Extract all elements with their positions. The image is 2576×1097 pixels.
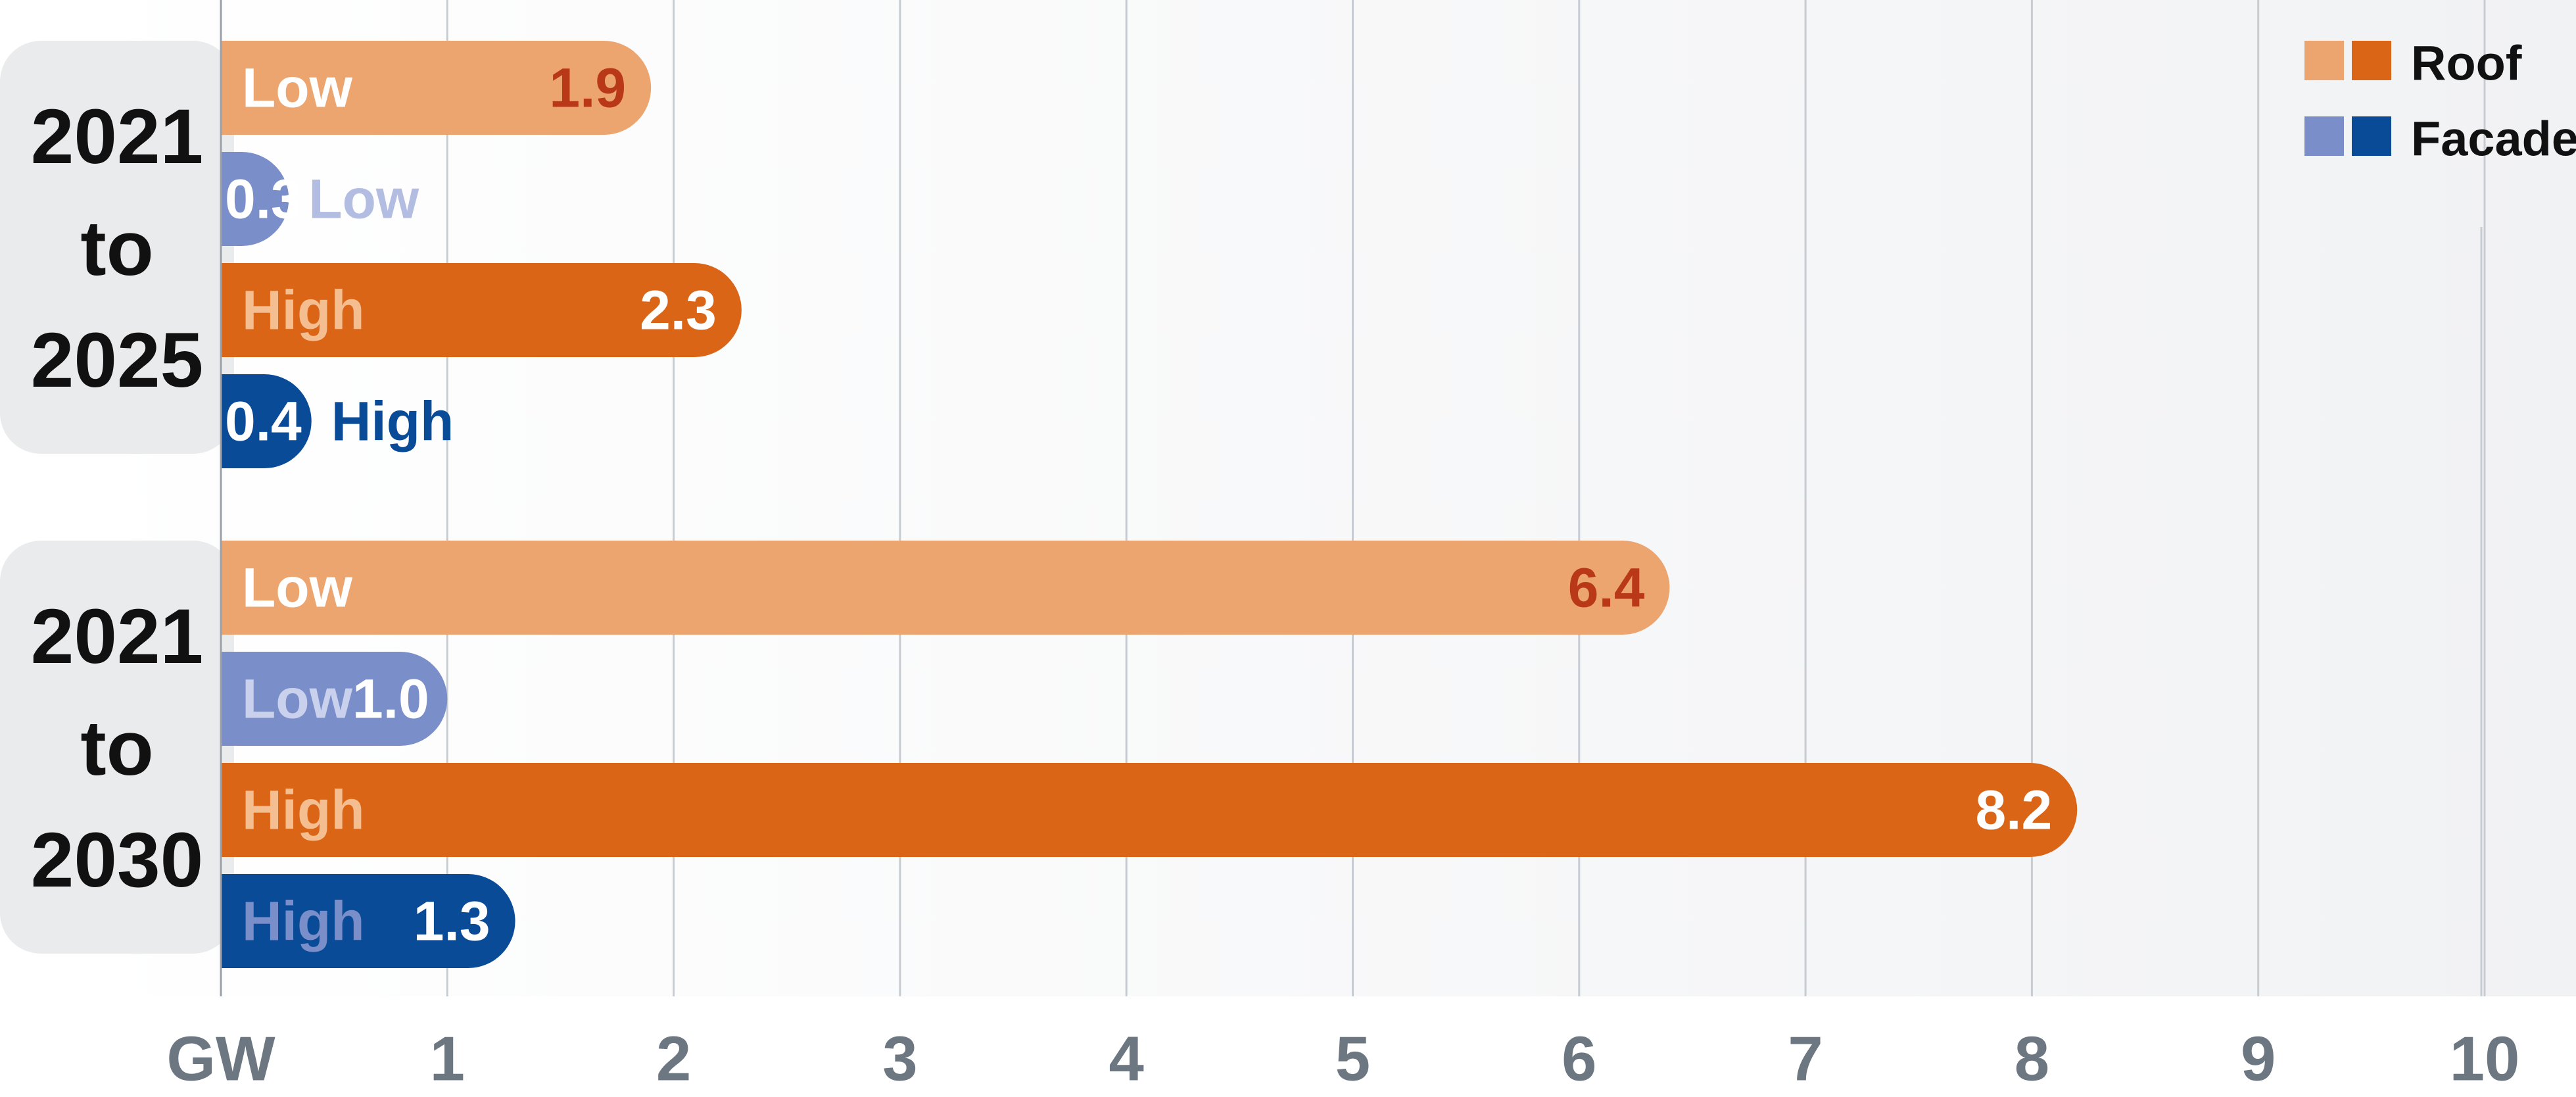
group-label-line-1: 2021 bbox=[31, 93, 204, 180]
group-label: 2021 to 2030 bbox=[31, 593, 204, 904]
group-label-line-3: 2030 bbox=[31, 817, 204, 904]
x-tick-label-1: 1 bbox=[430, 1024, 465, 1094]
x-tick-label-7: 7 bbox=[1788, 1024, 1823, 1094]
group-label-line-1: 2021 bbox=[31, 593, 204, 680]
legend-swatch-roof-low bbox=[2304, 41, 2344, 80]
bar-scenario-label: High bbox=[242, 890, 365, 952]
group-background bbox=[0, 541, 234, 954]
group-label-line-2: to bbox=[80, 205, 153, 292]
x-tick-label-6: 6 bbox=[1562, 1024, 1596, 1094]
bar-value-label: 0.3 bbox=[225, 168, 302, 230]
bar-value-label: 8.2 bbox=[1975, 779, 2052, 841]
bar-facade-low bbox=[221, 652, 448, 746]
legend-swatch-facade-low bbox=[2304, 116, 2344, 156]
legend-label-roof: Roof bbox=[2411, 36, 2522, 91]
x-tick-label-4: 4 bbox=[1109, 1024, 1144, 1094]
bar-facade-high bbox=[221, 874, 515, 968]
x-tick-label-10: 10 bbox=[2450, 1024, 2520, 1094]
bar-scenario-label: Low bbox=[308, 168, 419, 230]
x-tick-label-3: 3 bbox=[882, 1024, 917, 1094]
bar-value-label: 0.4 bbox=[225, 391, 302, 452]
group-background bbox=[0, 41, 234, 454]
group-label-line-3: 2025 bbox=[31, 317, 204, 404]
bar-roof-high bbox=[221, 763, 2078, 857]
x-tick-label-2: 2 bbox=[656, 1024, 691, 1094]
bar-value-label: 1.9 bbox=[549, 57, 626, 119]
bar-value-label: 2.3 bbox=[640, 280, 717, 341]
legend-swatch-facade-high bbox=[2352, 116, 2391, 156]
bar-scenario-label: High bbox=[242, 779, 365, 841]
bar-scenario-label: Low bbox=[242, 668, 353, 730]
bar-value-label: 1.3 bbox=[414, 890, 490, 952]
legend-swatch-roof-high bbox=[2352, 41, 2391, 80]
bar-value-label: 1.0 bbox=[352, 668, 429, 730]
bar-scenario-label: Low bbox=[242, 57, 353, 119]
legend-label-facade: Facade bbox=[2411, 112, 2576, 166]
bar-facade-high bbox=[221, 374, 312, 468]
bar-value-label: 6.4 bbox=[1568, 557, 1645, 619]
bar-facade-low bbox=[221, 152, 289, 246]
bar-roof-high bbox=[221, 263, 742, 357]
bar-roof-low bbox=[221, 41, 652, 135]
bar-roof-low bbox=[221, 541, 1670, 635]
group-label: 2021 to 2025 bbox=[31, 93, 204, 404]
x-axis-unit-label: GW bbox=[166, 1024, 275, 1094]
x-tick-label-5: 5 bbox=[1335, 1024, 1370, 1094]
bar-scenario-label: Low bbox=[242, 557, 353, 619]
x-tick-label-8: 8 bbox=[2015, 1024, 2049, 1094]
group-label-line-2: to bbox=[80, 705, 153, 792]
bar-scenario-label: High bbox=[331, 391, 454, 452]
x-tick-label-9: 9 bbox=[2241, 1024, 2276, 1094]
bar-scenario-label: High bbox=[242, 280, 365, 341]
